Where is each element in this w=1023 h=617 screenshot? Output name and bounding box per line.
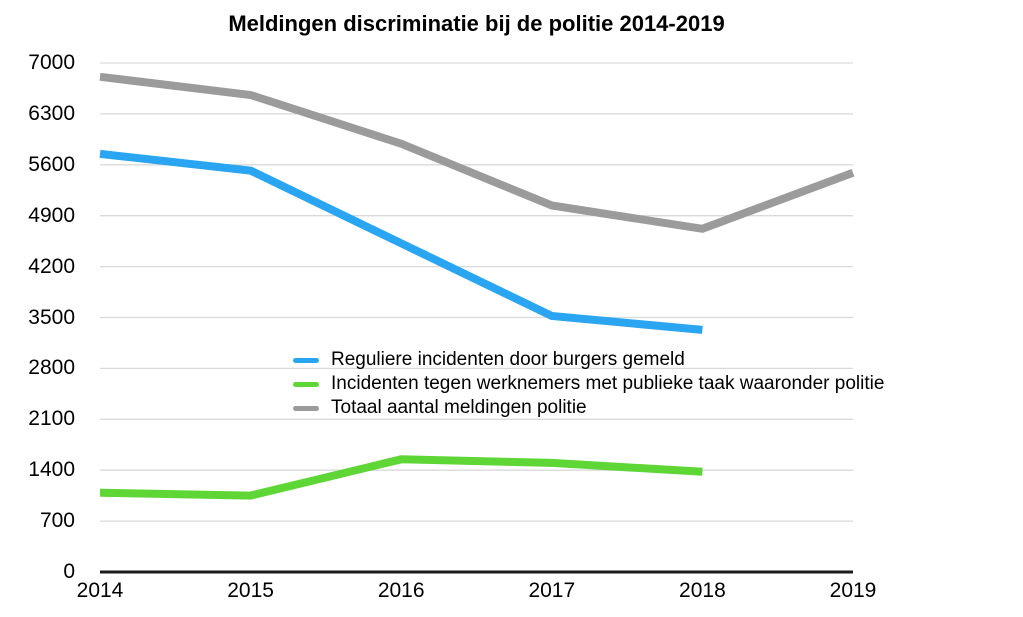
series-line-0 [99,149,703,334]
legend-swatch-blue-icon [293,357,319,363]
legend-swatch-gray-icon [293,405,319,411]
y-tick-label-3500: 3500 [28,305,75,329]
y-tick-label-5600: 5600 [28,152,75,176]
y-tick-label-700: 700 [39,509,75,533]
y-tick-label-4200: 4200 [28,254,75,278]
x-tick-label-2018: 2018 [679,579,726,602]
y-tick-label-1400: 1400 [28,458,75,482]
y-tick-label-7000: 7000 [28,51,75,74]
legend-label: Totaal aantal meldingen politie [331,397,587,418]
legend-label: Reguliere incidenten door burgers gemeld [331,349,685,370]
chart-legend: Reguliere incidenten door burgers gemeld… [293,348,884,420]
y-tick-label-4900: 4900 [28,203,75,227]
legend-item-public-task-incidents: Incidenten tegen werknemers met publieke… [293,372,884,396]
y-tick-label-2800: 2800 [28,356,75,380]
x-tick-label-2015: 2015 [227,579,274,602]
y-tick-label-6300: 6300 [28,101,75,125]
chart-title: Meldingen discriminatie bij de politie 2… [228,11,725,36]
x-tick-label-2014: 2014 [76,579,124,602]
legend-item-regular-incidents: Reguliere incidenten door burgers gemeld [293,348,884,372]
x-tick-label-2017: 2017 [528,579,576,602]
series-line-2 [99,72,855,233]
y-tick-label-0: 0 [63,560,75,583]
legend-swatch-green-icon [293,381,319,387]
legend-item-total-reports: Totaal aantal meldingen politie [293,396,884,420]
x-tick-label-2016: 2016 [377,579,425,602]
y-tick-label-2100: 2100 [28,407,75,431]
series-line-1 [99,455,703,500]
legend-label: Incidenten tegen werknemers met publieke… [331,373,885,394]
x-tick-label-2019: 2019 [829,579,877,602]
